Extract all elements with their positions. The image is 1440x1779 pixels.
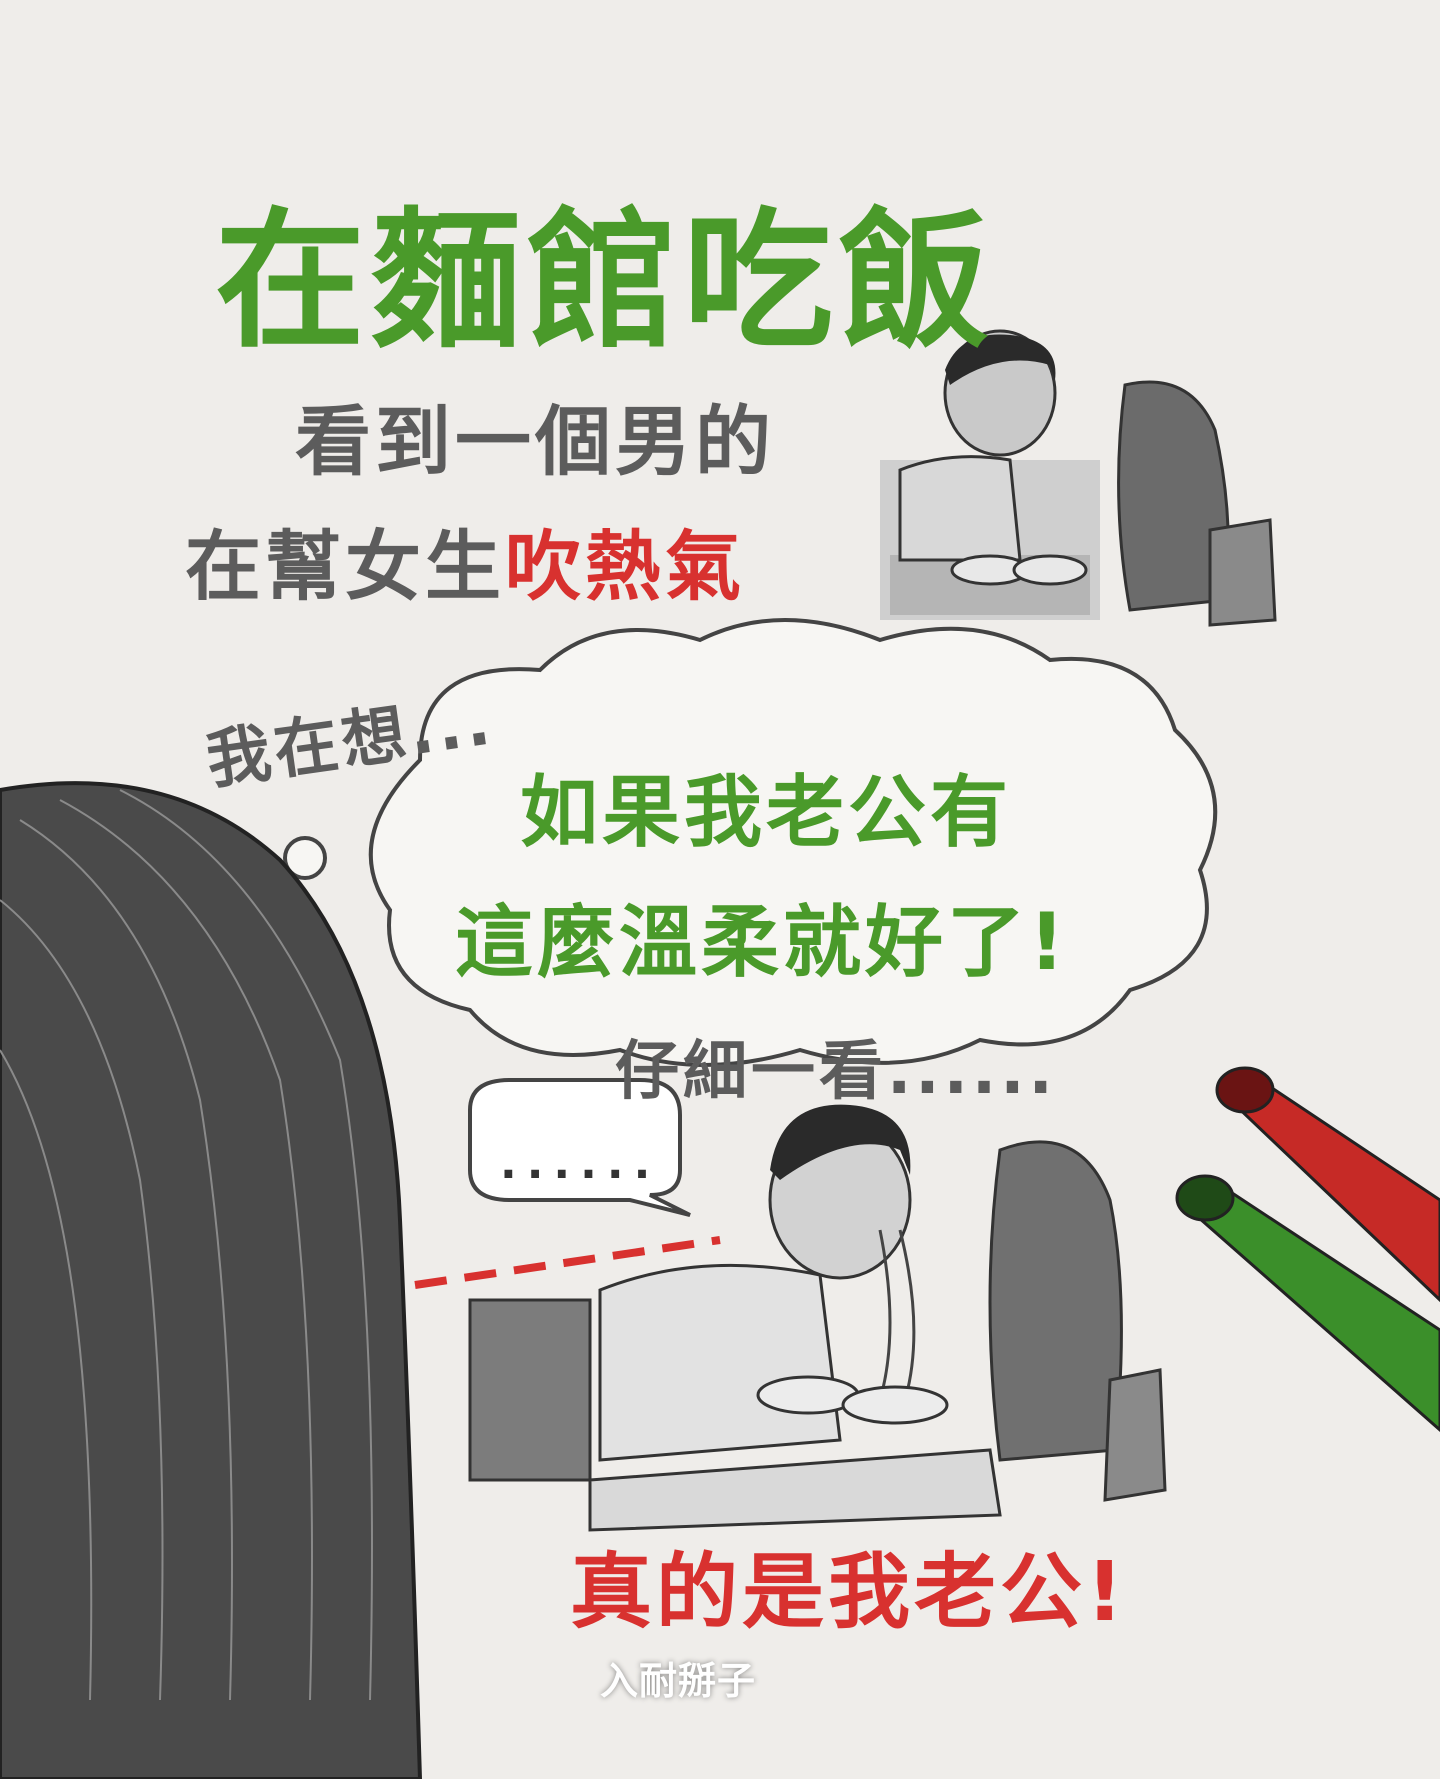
husband-shirt — [600, 1265, 840, 1460]
punchline: 真的是我老公! — [570, 1525, 1127, 1644]
page-title: 在麵館吃飯 — [215, 160, 995, 377]
artist-signature: 入耐掰子 — [600, 1650, 756, 1705]
table — [590, 1450, 1000, 1530]
narration-line-1: 看到一個男的 — [295, 380, 775, 490]
narration-line-4: 仔細一看...... — [615, 1020, 1057, 1112]
noodle-bowl-2 — [1014, 556, 1086, 584]
man-shirt — [900, 457, 1020, 560]
chair-right — [1105, 1370, 1165, 1500]
chair — [1210, 520, 1275, 625]
speech-bubble-text: ...... — [500, 1138, 660, 1189]
narration-highlight: 吹熱氣 — [505, 522, 745, 611]
bowl-right — [843, 1387, 947, 1423]
chair-left — [470, 1300, 590, 1480]
thought-line-1: 如果我老公有 — [520, 750, 1012, 862]
narration-line-2-prefix: 在幫女生 — [185, 522, 505, 611]
narration-line-2: 在幫女生吹熱氣 — [185, 505, 745, 615]
thought-line-2: 這麼溫柔就好了! — [455, 880, 1069, 992]
foreground-woman-hair — [0, 783, 420, 1779]
woman-hair-bottom — [990, 1142, 1121, 1460]
